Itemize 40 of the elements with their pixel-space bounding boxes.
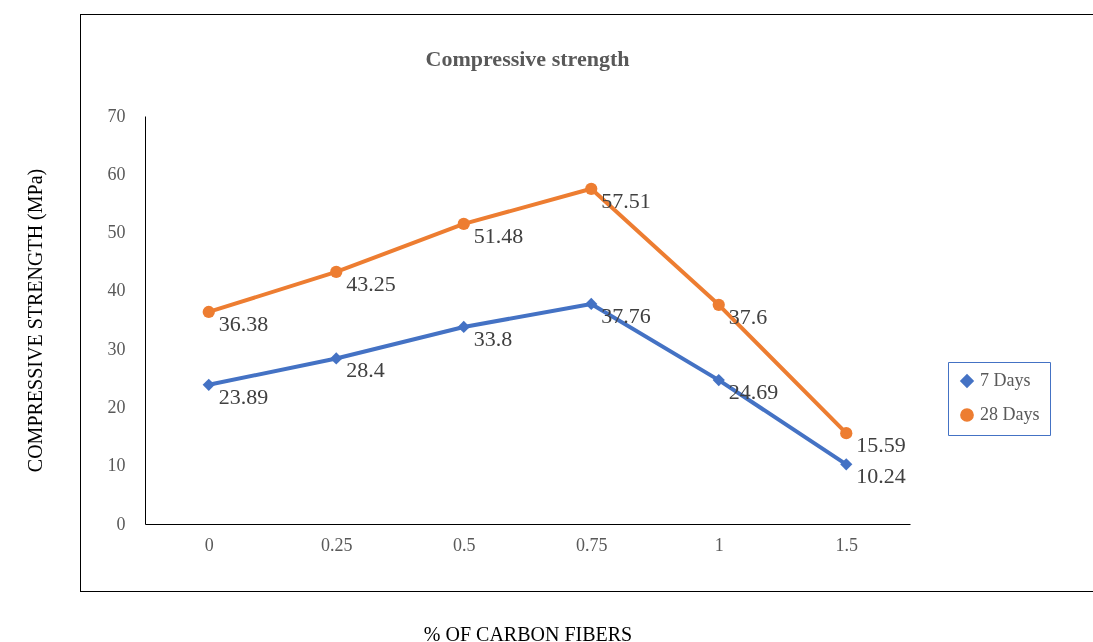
point [202,305,215,319]
point [330,352,343,365]
x-tick-label: 0 [204,534,214,555]
point [712,373,725,387]
legend-label: 28 Days [980,404,1040,424]
y-tick-label: 10 [107,455,126,476]
point [330,265,343,279]
point [457,320,470,334]
x-axis-title: % OF CARBON FIBERS [423,622,633,642]
y-tick-label: 20 [107,396,126,417]
y-tick-label: 50 [107,222,126,243]
point [840,458,853,471]
x-tick-label: 1.5 [835,534,858,555]
x-tick-label: 1 [714,534,724,555]
data-label: 33.8 [473,325,513,351]
point [202,378,215,391]
data-label: 15.59 [856,432,906,458]
data-label: 10.24 [856,463,906,489]
data-label: 51.48 [473,222,524,248]
chart-title: Compressive strength [425,46,630,71]
data-label: 43.25 [346,270,396,296]
y-tick-label: 0 [116,513,126,534]
x-tick-label: 0.5 [453,534,476,555]
data-label: 23.89 [218,383,269,409]
data-label: 28.4 [346,357,385,383]
point [712,298,725,311]
point [585,182,598,195]
x-tick-label: 0.25 [321,534,353,555]
y-axis-title: COMPRESSIVE STRENGTH (MPa) [23,168,47,473]
x-tick-label: 0.75 [576,534,608,555]
legend-label: 7 Days [980,370,1031,390]
data-label: 36.38 [218,310,269,336]
y-tick-label: 70 [107,105,126,126]
point [457,217,470,231]
point [840,427,853,440]
y-tick-label: 60 [107,163,126,184]
data-label: 37.6 [728,303,768,329]
point [585,297,598,311]
y-tick-label: 30 [107,338,126,359]
y-tick-label: 40 [107,280,126,301]
